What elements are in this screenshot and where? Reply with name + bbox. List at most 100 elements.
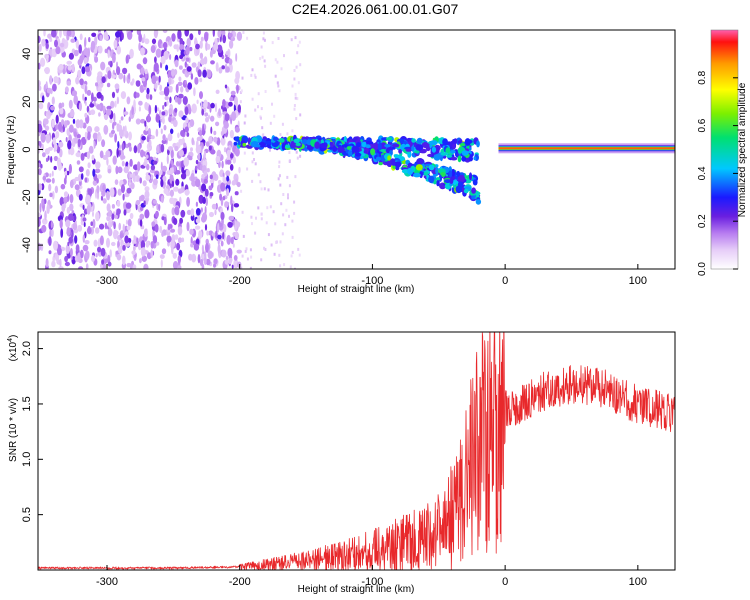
faint-noise [241,76,244,80]
noise-blob [122,244,126,251]
colorbar-tick-label: 0.2 [697,214,708,228]
noise-blob [96,74,101,84]
faint-noise [250,73,253,77]
noise-blob [180,140,183,146]
noise-blob [136,237,139,243]
spectrogram-y-label: Frequency (Hz) [6,116,17,185]
noise-blob [149,169,156,174]
noise-blob [42,218,48,225]
noise-blob [38,212,41,218]
noise-blob [217,30,222,38]
noise-blob [122,223,126,234]
noise-blob [200,207,203,213]
trace-blob [436,177,440,181]
noise-blob [101,259,105,265]
noise-blob [51,177,55,184]
noise-blob [178,76,182,82]
noise-blob [113,112,116,123]
colorbar-ticks: 0.0 0.2 0.4 0.6 0.8 [697,70,738,276]
noise-blob [199,129,202,136]
noise-blob [38,217,41,228]
noise-blob [73,136,79,144]
noise-blob [93,140,96,149]
noise-blob [67,241,70,247]
noise-blob [128,171,131,180]
spectrogram-x-ticks: -300 -200 -100 0 100 [96,264,647,287]
noise-blob [78,266,84,269]
noise-blob [155,174,159,179]
noise-blob [221,65,225,70]
noise-blob [145,154,149,159]
noise-blob [160,179,164,188]
noise-blob [145,241,150,248]
noise-blob [44,125,50,131]
noise-blob [78,102,82,112]
noise-blob [178,93,184,99]
noise-blob [110,129,116,135]
noise-blob [230,153,234,159]
noise-blob [185,169,190,177]
trace-blob [233,141,238,146]
noise-blob [221,249,227,258]
noise-blob [205,197,208,207]
noise-blob [85,66,90,73]
trace-blob [448,170,453,178]
noise-blob [200,58,206,65]
noise-blob [45,258,49,268]
faint-noise [286,132,289,136]
noise-blob [180,86,184,93]
noise-blob [108,61,111,66]
trace-blob [330,143,334,148]
faint-noise [260,258,263,262]
noise-blob [234,147,240,157]
faint-noise [260,116,262,120]
noise-blob [38,183,43,191]
noise-blob [100,247,106,257]
noise-blob [105,150,111,158]
noise-blob [234,96,238,106]
y-tick-label: -40 [21,237,33,253]
snr-y-ticks: 0.5 1.0 1.5 2.0 [21,341,43,522]
noise-blob [85,250,90,260]
noise-blob [59,42,65,48]
faint-noise [277,84,280,88]
noise-blob [205,238,209,245]
noise-blob [116,253,122,261]
faint-noise [260,217,263,221]
faint-noise [294,175,297,179]
noise-blob [140,118,146,124]
noise-blob [210,102,215,109]
noise-blob [104,222,108,230]
noise-blob [215,230,218,239]
noise-blob [111,213,115,221]
noise-blob [213,43,219,51]
noise-blob [74,235,78,244]
noise-blob [225,66,230,73]
noise-blob [101,139,106,148]
noise-blob [151,221,156,227]
noise-blob [100,195,104,201]
noise-blob [52,191,55,200]
noise-blob [191,62,197,68]
noise-blob [204,112,209,117]
faint-noise [267,188,270,192]
noise-blob [84,112,88,118]
trace-blob [407,164,412,168]
faint-noise [299,154,302,158]
noise-blob [54,185,59,194]
noise-blob [171,180,175,188]
noise-blob [160,143,165,153]
noise-blob [119,233,124,239]
noise-blob [45,42,49,50]
faint-noise [289,265,292,269]
noise-blob [224,113,230,122]
noise-blob [77,224,83,232]
noise-blob [220,211,225,221]
noise-blob [213,136,218,143]
noise-blob [179,37,184,45]
noise-blob [77,69,82,79]
noise-blob [55,123,59,131]
trace-blob [415,164,423,171]
noise-blob [169,96,172,104]
noise-blob [143,228,148,238]
